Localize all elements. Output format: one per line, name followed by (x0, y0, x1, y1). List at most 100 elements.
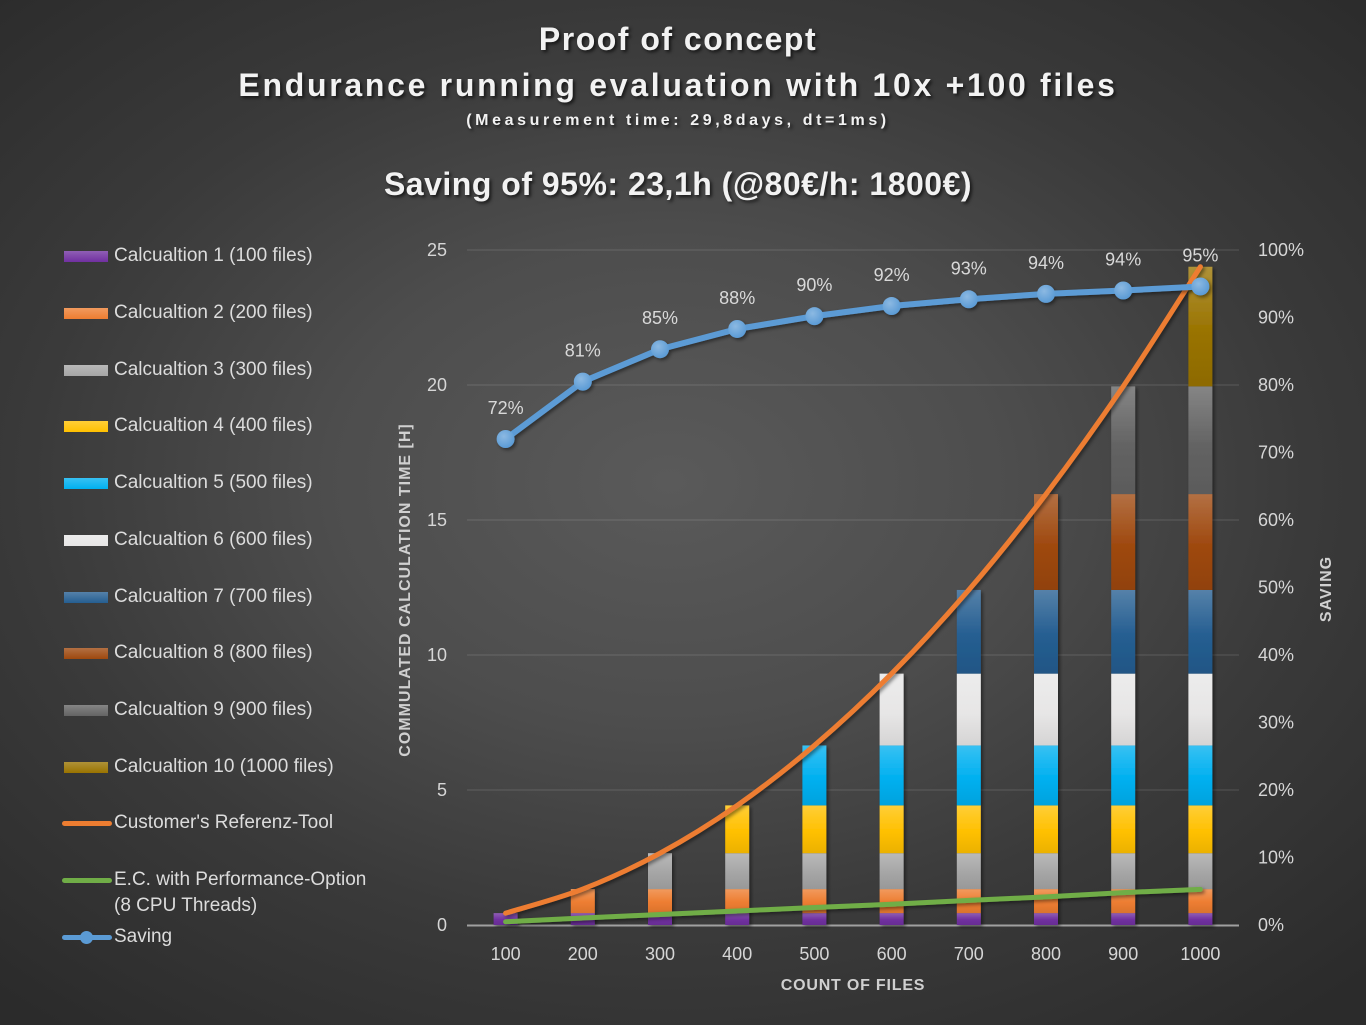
legend-swatch-calc-5 (64, 478, 108, 489)
legend-label: E.C. with Performance-Option (8 CPU Thre… (114, 869, 367, 916)
legend-swatch-ec-performance (62, 878, 112, 883)
y2-tick-label: 70% (1258, 443, 1294, 463)
bar-segment-calc-9 (1111, 386, 1136, 495)
gridlines (467, 249, 1239, 927)
bar-segment-calc-7 (1188, 589, 1213, 674)
tick-labels: 0 5 10 15 20 25 0% 10% 20% 30% 40% 50% 60% 70% 80% 90% 1… (427, 240, 1304, 964)
saving-data-label: 93% (951, 258, 987, 278)
bar-segment-calc-3 (1034, 853, 1058, 890)
data-labels: 72% 81% 85% 88% 90% 92% 93% 94% 94% 95% (488, 245, 1219, 418)
y-tick-label: 10 (427, 645, 447, 665)
bar-segment-calc-8 (1034, 494, 1058, 590)
legend-swatch-calc-10 (64, 762, 108, 773)
saving-marker (882, 297, 901, 316)
saving-marker (1114, 281, 1133, 300)
bar-segment-calc-4 (1034, 805, 1058, 854)
y2-axis-title: SAVING (1318, 555, 1335, 623)
x-tick-label: 500 (799, 944, 829, 964)
bar-segment-calc-5 (879, 745, 904, 806)
x-tick-label: 200 (568, 944, 598, 964)
saving-marker (959, 290, 978, 309)
bar-segment-calc-9 (1188, 386, 1213, 495)
bar-stack-500 (802, 745, 827, 925)
y-tick-label: 25 (427, 240, 447, 260)
bar-segment-calc-7 (956, 589, 981, 674)
saving-marker (651, 340, 669, 359)
chart-subtitle: (Measurement time: 29,8days, dt=1ms) (466, 112, 890, 129)
legend-swatch-calc-2 (64, 308, 108, 319)
bar-segment-calc-5 (1188, 745, 1213, 806)
bar-segment-calc-6 (879, 673, 904, 746)
legend-label: Calcualtion 4 (400 files) (114, 415, 313, 436)
legend-label: Saving (114, 926, 173, 947)
bar-segment-calc-1 (725, 913, 750, 925)
saving-marker (573, 372, 592, 391)
x-tick-label: 300 (645, 944, 675, 964)
saving-marker (805, 307, 824, 326)
legend-item-calc-2: Calcualtion 2 (200 files) (60, 301, 313, 325)
y-axis-title: COMMULATED CALCULATION TIME [H] (397, 423, 414, 757)
saving-marker (1037, 284, 1055, 303)
legend-label: Calcualtion 2 (200 files) (114, 302, 313, 323)
saving-line-group (496, 277, 1210, 448)
bar-segment-calc-7 (1034, 589, 1058, 674)
legend-swatch-customer-tool (62, 821, 112, 826)
x-tick-label: 400 (722, 944, 752, 964)
legend-item-calc-7: Calcualtion 7 (700 files) (60, 585, 313, 609)
bar-segment-calc-3 (1111, 853, 1136, 890)
bar-segment-calc-7 (1111, 589, 1136, 674)
stacked-bars (493, 266, 1213, 925)
legend-label: Calcualtion 1 (100 files) (114, 245, 313, 266)
ec-performance-line-group (503, 886, 1203, 925)
customer-referenz-tool-line-group (503, 264, 1203, 916)
chart-title-line-2: Endurance running evaluation with 10x +1… (238, 67, 1118, 103)
bar-segment-calc-6 (1034, 673, 1058, 746)
legend-swatch-calc-1 (64, 251, 108, 262)
y-tick-label: 5 (437, 780, 447, 800)
legend-item-calc-9: Calcualtion 9 (900 files) (60, 698, 313, 722)
saving-data-label: 95% (1182, 245, 1218, 265)
legend-item-saving: Saving (60, 925, 172, 949)
legend-swatch-calc-4 (64, 421, 108, 432)
saving-marker (1191, 277, 1210, 296)
bar-segment-calc-6 (1188, 673, 1213, 746)
legend-item-calc-5: Calcualtion 5 (500 files) (60, 471, 313, 495)
bar-segment-calc-2 (879, 889, 904, 914)
bar-segment-calc-2 (648, 889, 672, 914)
y2-tick-label: 50% (1258, 578, 1294, 598)
bar-segment-calc-3 (802, 853, 827, 890)
bar-segment-calc-4 (802, 805, 827, 854)
saving-data-label: 90% (796, 275, 832, 295)
x-tick-label: 700 (954, 944, 984, 964)
legend-swatch-calc-3 (64, 365, 108, 376)
legend-item-calc-6: Calcualtion 6 (600 files) (60, 528, 313, 552)
bar-segment-calc-1 (802, 913, 827, 925)
bar-segment-calc-4 (879, 805, 904, 854)
legend-item-calc-1: Calcualtion 1 (100 files) (60, 244, 313, 268)
y2-tick-label: 90% (1258, 308, 1294, 328)
x-axis-title: COUNT OF FILES (780, 977, 926, 994)
x-tick-label: 900 (1108, 944, 1138, 964)
legend-label: Calcualtion 5 (500 files) (114, 472, 313, 493)
legend-label: Calcualtion 10 (1000 files) (114, 756, 334, 777)
legend-label: Customer's Referenz-Tool (114, 812, 334, 833)
bar-stack-900 (1111, 386, 1136, 925)
legend-swatch-calc-9 (64, 705, 108, 716)
saving-data-label: 92% (874, 265, 910, 285)
bar-segment-calc-1 (493, 913, 518, 925)
legend-swatch-calc-7 (64, 592, 108, 603)
legend-item-calc-3: Calcualtion 3 (300 files) (60, 358, 313, 382)
legend-item-ec-performance: E.C. with Performance-Option (8 CPU Thre… (60, 868, 366, 916)
legend-swatch-calc-8 (64, 648, 108, 659)
bar-segment-calc-3 (956, 853, 981, 890)
bar-segment-calc-1 (1188, 913, 1213, 925)
chart-title-line-1: Proof of concept (538, 21, 818, 57)
bar-stack-700 (956, 589, 981, 925)
bar-segment-calc-1 (879, 913, 904, 925)
y2-tick-label: 40% (1258, 645, 1294, 665)
bar-segment-calc-5 (956, 745, 981, 806)
bar-segment-calc-4 (956, 805, 981, 854)
legend-item-calc-8: Calcualtion 8 (800 files) (60, 641, 313, 665)
y2-tick-label: 20% (1258, 780, 1294, 800)
bar-stack-800 (1034, 494, 1058, 925)
